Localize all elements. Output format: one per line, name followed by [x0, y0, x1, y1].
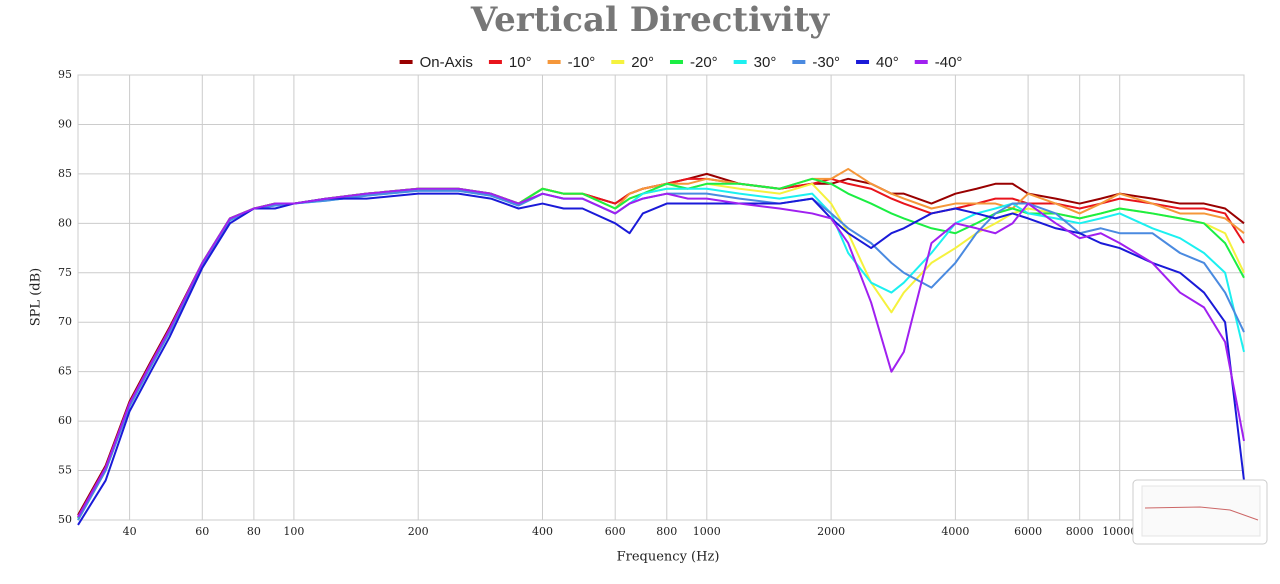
y-tick-label: 80	[58, 216, 72, 229]
legend-swatch	[733, 60, 747, 64]
plot-area	[77, 74, 1245, 521]
legend-item: On-Axis	[399, 54, 473, 71]
chart-title: Vertical Directivity	[470, 0, 831, 40]
legend-item: -20°	[669, 54, 718, 71]
y-axis-label: SPL (dB)	[29, 268, 44, 326]
x-tick-label: 800	[656, 525, 677, 538]
y-tick-label: 70	[58, 315, 72, 328]
legend-label: -40°	[935, 54, 963, 71]
legend-swatch	[399, 60, 413, 64]
series-line	[77, 189, 1245, 521]
x-tick-label: 400	[532, 525, 553, 538]
legend-item: -30°	[792, 54, 840, 71]
legend-label: -20°	[690, 54, 718, 71]
series-line	[77, 187, 1245, 518]
legend-label: 30°	[754, 54, 777, 71]
legend: On-Axis 10° -10° 20° -20° 30° -30° 40° -40°	[399, 54, 963, 71]
y-tick-label: 50	[58, 513, 72, 526]
x-axis-label: Frequency (Hz)	[617, 550, 720, 565]
x-tick-label: 10000	[1102, 525, 1137, 538]
x-tick-label: 200	[408, 525, 429, 538]
y-tick-label: 85	[58, 167, 72, 180]
legend-swatch	[856, 60, 870, 64]
y-tick-label: 75	[58, 266, 72, 279]
thumbnail-line	[1144, 506, 1259, 521]
legend-item: 30°	[733, 54, 777, 71]
y-tick-label: 95	[58, 68, 72, 81]
legend-swatch	[669, 60, 683, 64]
grid: 50 55 60 65 70 75 80 85 90 95 40 60 80 100 200 400 600 80…	[58, 68, 1245, 538]
thumbnail	[1132, 479, 1268, 545]
lines	[77, 167, 1245, 526]
legend-label: On-Axis	[420, 54, 473, 71]
legend-swatch	[792, 60, 806, 64]
x-tick-label: 600	[605, 525, 626, 538]
legend-label: 10°	[509, 54, 532, 71]
y-tick-label: 90	[58, 117, 72, 130]
x-tick-label: 6000	[1014, 525, 1042, 538]
x-tick-label: 4000	[941, 525, 969, 538]
legend-label: -10°	[568, 54, 596, 71]
legend-swatch	[488, 60, 502, 64]
y-tick-label: 65	[58, 365, 72, 378]
x-tick-label: 8000	[1066, 525, 1094, 538]
legend-item: -40°	[914, 54, 963, 71]
x-tick-label: 2000	[817, 525, 845, 538]
x-tick-label: 60	[195, 525, 209, 538]
series-line	[77, 192, 1245, 526]
x-tick-label: 80	[247, 525, 261, 538]
legend-item: 40°	[856, 54, 899, 71]
y-tick-label: 60	[58, 414, 72, 427]
y-tick-label: 55	[58, 464, 72, 477]
legend-label: -30°	[812, 54, 840, 71]
thumbnail-plot	[1141, 485, 1261, 537]
legend-item: 20°	[611, 54, 654, 71]
legend-item: 10°	[488, 54, 532, 71]
x-tick-label: 40	[123, 525, 137, 538]
x-tick-label: 100	[283, 525, 304, 538]
legend-item: -10°	[547, 54, 596, 71]
legend-label: 40°	[876, 54, 899, 71]
legend-swatch	[611, 60, 625, 64]
legend-swatch	[547, 60, 561, 64]
legend-swatch	[914, 60, 928, 64]
legend-label: 20°	[631, 54, 654, 71]
x-tick-label: 1000	[693, 525, 721, 538]
